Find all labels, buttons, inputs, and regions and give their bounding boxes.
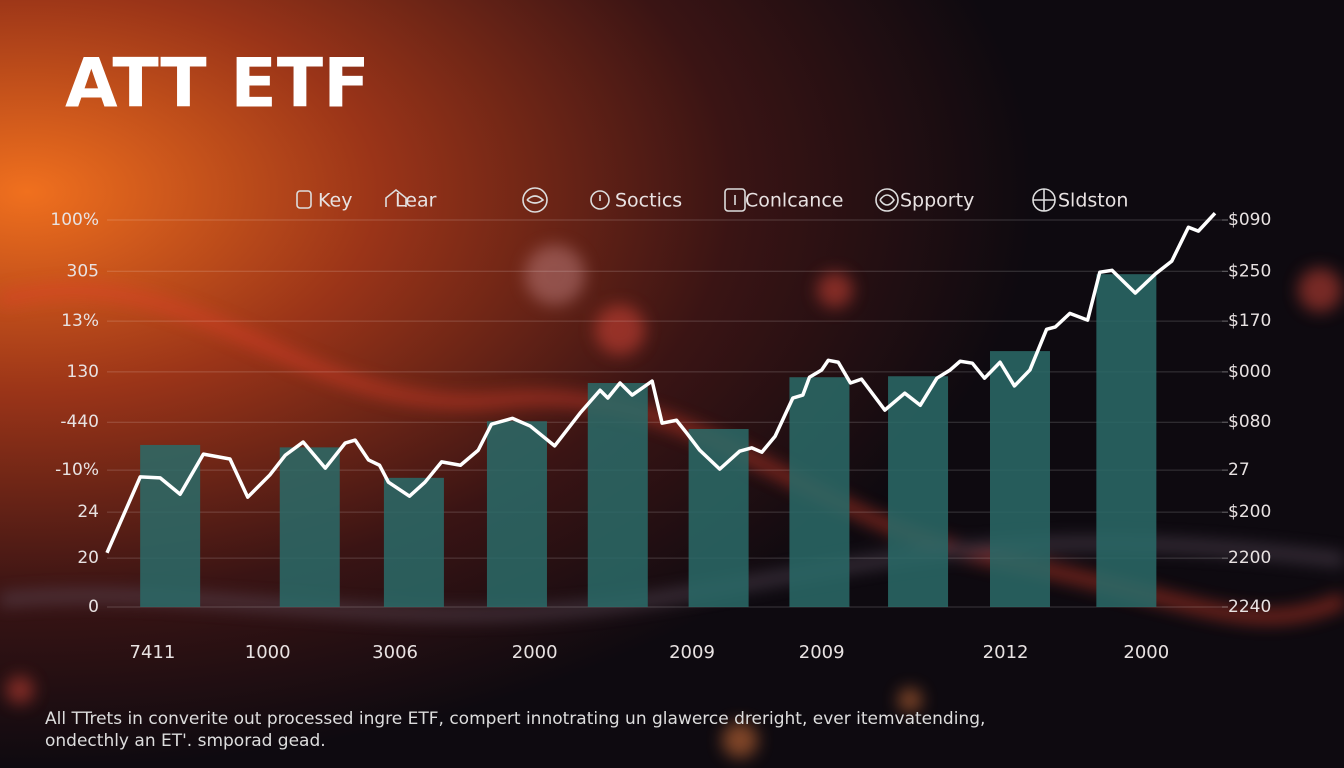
y-tick-label: 100% [50, 210, 99, 230]
legend-entry: Lear [395, 190, 437, 212]
y-tick-label: -440 [60, 412, 99, 432]
y-tick-label: 305 [67, 261, 99, 281]
legend-entry: Sldston [1058, 190, 1128, 212]
legend-entry: Spporty [900, 190, 974, 212]
y2-tick-label: $170 [1228, 311, 1271, 331]
line [105, 212, 1217, 554]
y2-tick-label: 2200 [1228, 548, 1271, 568]
y-tick-label: 0 [88, 597, 99, 617]
legend-entry: Conlcance [745, 190, 843, 212]
bar [140, 444, 201, 607]
x-tick-label: 2000 [512, 642, 558, 663]
x-tick-label: 2009 [669, 642, 715, 663]
y2-tick-label: $080 [1228, 412, 1271, 432]
y-tick-label: 13% [61, 311, 99, 331]
y-tick-label: 130 [67, 362, 99, 382]
bar [888, 376, 949, 607]
chart-title: ATT ETF [65, 45, 370, 124]
x-tick-label: 2000 [1123, 642, 1169, 663]
bar [279, 447, 340, 607]
bar [789, 377, 850, 607]
legend-entry: Key [318, 190, 352, 212]
y-tick-label: 24 [77, 502, 99, 522]
bar [989, 351, 1050, 607]
y-tick-label: -10% [55, 460, 99, 480]
bar [587, 383, 648, 607]
y-tick-label: 20 [77, 548, 99, 568]
bar [486, 421, 547, 607]
y2-tick-label: $200 [1228, 502, 1271, 522]
x-tick-label: 3006 [372, 642, 418, 663]
x-tick-label: 1000 [245, 642, 291, 663]
bar [1096, 274, 1157, 607]
y2-tick-label: $000 [1228, 362, 1271, 382]
legend-entry: Soctics [615, 190, 682, 212]
y2-tick-label: 27 [1228, 460, 1250, 480]
x-tick-label: 2009 [799, 642, 845, 663]
caption: All TTrets in converite out processed in… [45, 709, 985, 729]
x-tick-label: 2012 [983, 642, 1029, 663]
y2-tick-label: $250 [1228, 261, 1271, 281]
y2-tick-label: $090 [1228, 210, 1271, 230]
x-tick-label: 7411 [130, 642, 176, 663]
caption: ondecthly an ET'. smporad gead. [45, 731, 326, 751]
y2-tick-label: 2240 [1228, 597, 1271, 617]
bar [383, 477, 444, 607]
bar [688, 428, 749, 607]
legend-icons [296, 187, 1056, 213]
